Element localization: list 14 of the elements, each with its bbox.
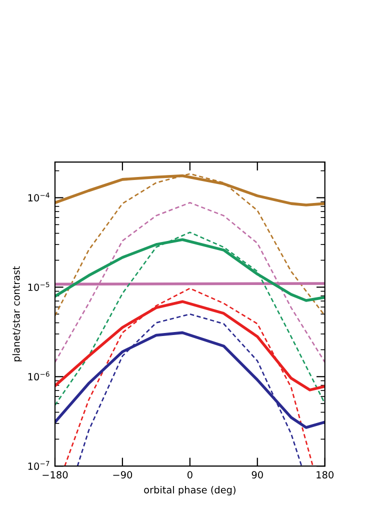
line-series: [54, 202, 325, 363]
y-tick-label: 10$^{−4}$: [28, 192, 50, 202]
y-axis-title: planet/star contrast: [12, 266, 22, 362]
x-tick-label: 90: [252, 471, 263, 478]
x-tick-label: 180: [316, 471, 334, 478]
x-axis-title: orbital phase (deg): [144, 486, 236, 496]
x-tick-label: −90: [113, 471, 132, 478]
x-tick-label: −180: [42, 471, 68, 478]
line-series: [54, 232, 325, 406]
line-series: [54, 173, 325, 316]
y-tick-label: 10$^{−7}$: [28, 461, 50, 470]
y-tick-label: 10$^{−5}$: [28, 282, 50, 291]
y-tick-label: 10$^{−6}$: [28, 371, 50, 380]
x-tick-label: 0: [187, 471, 192, 478]
